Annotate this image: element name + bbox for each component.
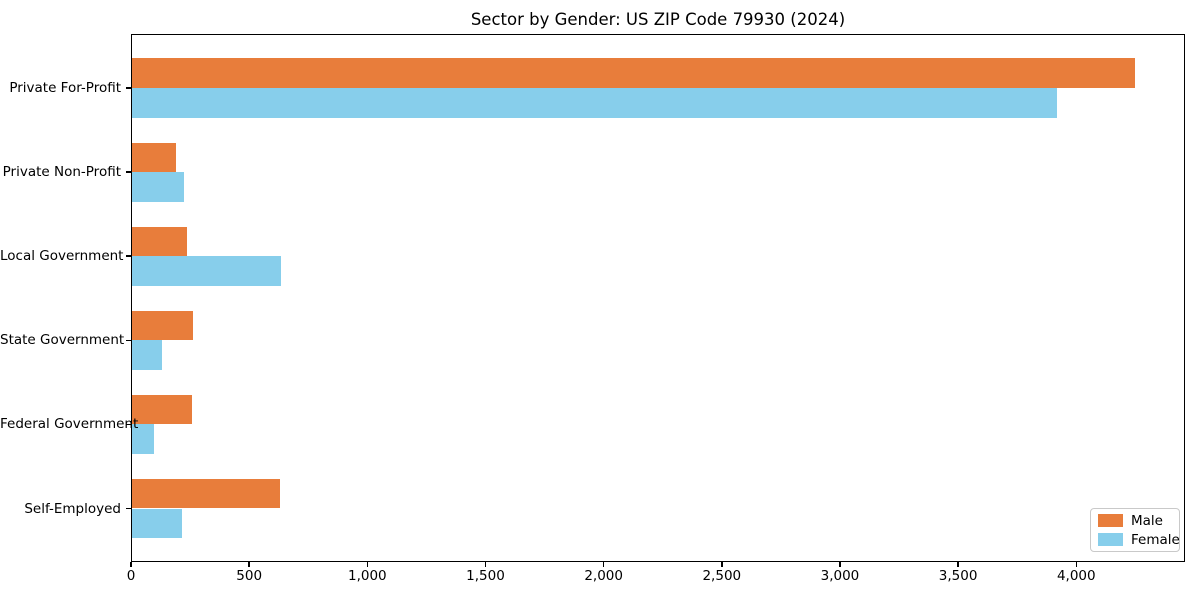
x-tick-3000: [839, 562, 841, 567]
y-tick-federal-government: [126, 423, 131, 426]
chart-title: Sector by Gender: US ZIP Code 79930 (202…: [470, 10, 846, 29]
x-tick-2500: [721, 562, 723, 567]
legend-item-female: Female: [1098, 533, 1180, 547]
y-label-local-government: Local Government: [0, 248, 124, 265]
x-tick-0: [130, 562, 132, 567]
legend-label-male: Male: [1131, 512, 1163, 529]
x-tick-label-2000: 2,000: [584, 568, 623, 584]
x-tick-label-4000: 4,000: [1056, 568, 1096, 584]
y-label-private-non-profit: Private Non-Profit: [2, 164, 121, 181]
x-tick-500: [248, 562, 250, 567]
y-tick-state-government: [126, 339, 131, 342]
bar-male-self-employed: [131, 478, 281, 509]
legend-swatch-male: [1098, 514, 1123, 527]
y-label-state-government: State Government: [0, 332, 125, 349]
x-tick-3500: [957, 562, 959, 567]
x-tick-label-1000: 1,000: [347, 568, 387, 584]
x-tick-label-1500: 1,500: [466, 568, 505, 584]
legend: Male Female: [1090, 508, 1180, 552]
bar-female-self-employed: [131, 508, 183, 539]
y-tick-private-for-profit: [126, 87, 131, 89]
bar-female-private-non-profit: [131, 172, 184, 202]
legend-swatch-female: [1098, 533, 1123, 546]
bar-female-private-for-profit: [131, 88, 1058, 118]
y-tick-local-government: [126, 255, 131, 257]
bar-male-federal-government: [131, 394, 192, 425]
legend-label-female: Female: [1131, 531, 1180, 548]
y-label-private-for-profit: Private For-Profit: [9, 80, 121, 96]
bar-female-federal-government: [131, 424, 154, 454]
bar-male-private-for-profit: [131, 58, 1136, 88]
x-tick-1500: [484, 562, 487, 567]
bar-male-private-non-profit: [131, 142, 176, 173]
bar-female-local-government: [131, 256, 282, 286]
bar-female-state-government: [131, 340, 162, 370]
x-tick-label-2500: 2,500: [702, 568, 742, 584]
x-tick-1000: [366, 562, 369, 567]
x-tick-label-0: 0: [126, 568, 136, 584]
x-tick-4000: [1075, 562, 1078, 567]
legend-item-male: Male: [1098, 514, 1172, 528]
y-label-self-employed: Self-Employed: [24, 500, 121, 517]
x-tick-label-3000: 3,000: [820, 568, 860, 584]
bar-male-local-government: [131, 226, 187, 257]
y-label-federal-government: Federal Government: [0, 416, 139, 433]
x-tick-2000: [602, 562, 605, 567]
y-tick-private-non-profit: [126, 171, 131, 173]
x-tick-label-500: 500: [236, 568, 263, 584]
bar-male-state-government: [131, 310, 194, 341]
y-tick-self-employed: [126, 507, 131, 510]
x-tick-label-3500: 3,500: [938, 568, 978, 584]
